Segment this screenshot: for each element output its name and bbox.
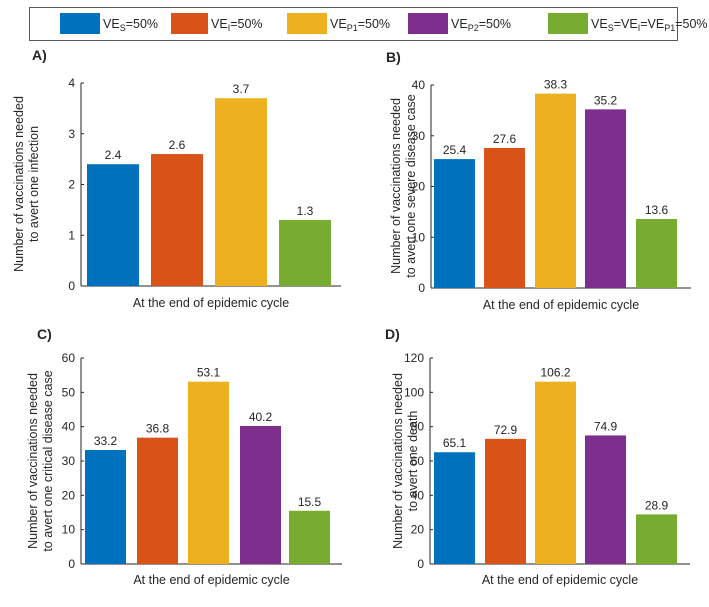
bar-value-label: 13.6 xyxy=(645,203,669,217)
y-tick-label: 100 xyxy=(404,385,424,399)
y-tick-label: 1 xyxy=(68,228,75,242)
x-axis-label: At the end of epidemic cycle xyxy=(133,573,289,587)
y-tick-label: 20 xyxy=(62,488,76,502)
legend-label-p2: VEP2=50% xyxy=(451,17,511,33)
bar-4 xyxy=(585,435,626,564)
bar-4 xyxy=(585,109,626,288)
bar-value-label: 72.9 xyxy=(494,423,518,437)
legend-item-p1: VEP1=50% xyxy=(287,13,390,34)
y-tick-label: 3 xyxy=(68,127,75,141)
y-tick-label: 50 xyxy=(62,385,76,399)
y-tick-label: 10 xyxy=(412,230,426,244)
legend-swatch-p2 xyxy=(408,13,448,34)
bar-2 xyxy=(485,438,526,564)
chart-panel-4: D) 0 20 40 60 80 100 120 65.1 72.9 106.2 74.9 28.9 At… xyxy=(385,326,690,587)
y-tick-label: 0 xyxy=(418,281,425,295)
chart-panel-2: B) 0 10 20 30 40 25.4 27.6 38.3 35.2 13.6 At the en… xyxy=(386,49,691,312)
panel-letter: A) xyxy=(32,47,47,63)
panel-letter: B) xyxy=(386,49,401,65)
y-tick-label: 2 xyxy=(68,178,75,192)
bar-4 xyxy=(279,220,331,286)
legend-swatch-all xyxy=(548,13,588,34)
bar-2 xyxy=(484,147,525,288)
bar-value-label: 28.9 xyxy=(645,498,669,512)
y-tick-label: 80 xyxy=(411,420,425,434)
bar-5 xyxy=(636,514,677,564)
y-tick-label: 0 xyxy=(68,279,75,293)
y-tick-label: 40 xyxy=(62,420,76,434)
y-axis-label: Number of vaccinations neededto avert on… xyxy=(12,96,41,272)
chart-panel-3: C) 0 10 20 30 40 50 60 33.2 36.8 53.1 40.2 15.5 At th… xyxy=(26,326,342,587)
y-tick-label: 20 xyxy=(412,180,426,194)
bar-5 xyxy=(289,510,330,564)
bar-value-label: 25.4 xyxy=(443,143,467,157)
bar-1 xyxy=(87,164,139,286)
y-axis-label: Number of vaccinations neededto avert on… xyxy=(391,373,420,549)
bar-value-label: 27.6 xyxy=(493,132,517,146)
legend-label-s: VES=50% xyxy=(103,17,158,33)
legend-swatch-p1 xyxy=(287,13,327,34)
x-axis-label: At the end of epidemic cycle xyxy=(482,573,638,587)
bar-1 xyxy=(434,452,475,564)
legend-item-p2: VEP2=50% xyxy=(408,13,511,34)
y-tick-label: 10 xyxy=(62,523,76,537)
bar-value-label: 106.2 xyxy=(540,366,570,380)
bar-5 xyxy=(636,218,677,288)
legend-swatch-i xyxy=(171,13,208,34)
y-tick-label: 30 xyxy=(62,454,76,468)
bar-value-label: 35.2 xyxy=(594,93,618,107)
bar-3 xyxy=(215,98,267,286)
bar-value-label: 1.3 xyxy=(297,204,314,218)
y-tick-label: 0 xyxy=(68,557,75,571)
bar-value-label: 53.1 xyxy=(197,366,221,380)
chart-panels: A) 0 1 2 3 4 2.4 2.6 3.7 1.3 At the end of epidemi… xyxy=(12,47,691,587)
bar-4 xyxy=(240,425,281,564)
y-axis-label: Number of vaccinations neededto avert on… xyxy=(389,94,418,277)
bar-2 xyxy=(151,154,203,286)
x-axis-label: At the end of epidemic cycle xyxy=(133,296,289,310)
legend-item-i: VEI=50% xyxy=(171,13,263,34)
bar-3 xyxy=(188,381,229,564)
legend-item-s: VES=50% xyxy=(60,13,158,34)
bar-1 xyxy=(85,450,126,564)
bar-value-label: 33.2 xyxy=(94,434,118,448)
y-tick-label: 0 xyxy=(417,557,424,571)
y-tick-label: 40 xyxy=(411,488,425,502)
legend-label-i: VEI=50% xyxy=(211,17,263,33)
bar-value-label: 40.2 xyxy=(249,410,273,424)
y-tick-label: 30 xyxy=(412,129,426,143)
panel-letter: C) xyxy=(37,326,52,342)
y-tick-label: 60 xyxy=(62,351,76,365)
legend-swatch-s xyxy=(60,13,100,34)
chart-panel-1: A) 0 1 2 3 4 2.4 2.6 3.7 1.3 At the end of epidemi… xyxy=(12,47,341,310)
bar-3 xyxy=(535,381,576,564)
y-axis-label: Number of vaccinations neededto avert on… xyxy=(26,370,55,551)
y-tick-label: 4 xyxy=(68,76,75,90)
y-tick-label: 40 xyxy=(412,78,426,92)
legend-label-p1: VEP1=50% xyxy=(330,17,390,33)
panel-letter: D) xyxy=(385,326,400,342)
legend: VES=50% VEI=50% VEP1=50% VEP2=50% VES=VEI=VE… xyxy=(29,7,708,41)
y-tick-label: 120 xyxy=(404,351,424,365)
bar-value-label: 2.4 xyxy=(105,148,122,162)
legend-item-all: VES=VEI=VEP1=50% xyxy=(548,13,708,34)
y-tick-label: 20 xyxy=(411,523,425,537)
bar-value-label: 38.3 xyxy=(544,78,568,92)
bar-value-label: 65.1 xyxy=(443,436,467,450)
bar-value-label: 15.5 xyxy=(298,495,322,509)
bar-value-label: 36.8 xyxy=(146,422,170,436)
bar-2 xyxy=(137,437,178,564)
y-tick-label: 60 xyxy=(411,454,425,468)
x-axis-label: At the end of epidemic cycle xyxy=(483,298,639,312)
bar-value-label: 74.9 xyxy=(594,419,618,433)
bar-1 xyxy=(434,159,475,288)
bar-value-label: 2.6 xyxy=(169,138,186,152)
bar-value-label: 3.7 xyxy=(233,82,250,96)
legend-label-all: VES=VEI=VEP1=50% xyxy=(591,17,708,33)
bar-3 xyxy=(535,93,576,288)
